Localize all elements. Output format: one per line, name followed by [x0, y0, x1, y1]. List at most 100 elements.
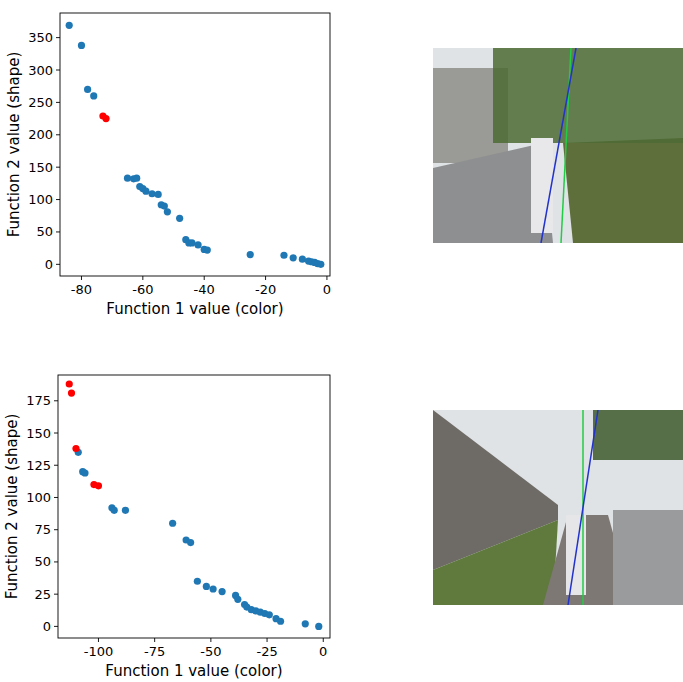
y-tick [56, 102, 60, 103]
x-tick [267, 638, 268, 642]
y-tick [56, 37, 60, 38]
person [531, 138, 553, 233]
y-tick [56, 231, 60, 232]
y-tick [54, 433, 58, 434]
point [187, 539, 194, 546]
x-tick [81, 276, 82, 280]
point [194, 578, 201, 585]
figure: -80 -60 -40 -20 0 0 50 100 150 200 250 300 350 Functi… [0, 0, 683, 682]
y-tick [54, 529, 58, 530]
point [148, 190, 155, 197]
point [247, 251, 254, 258]
point [81, 469, 88, 476]
y-tick-label: 250 [28, 95, 53, 110]
point [164, 208, 171, 215]
point [317, 261, 324, 268]
y-tick [54, 561, 58, 562]
y-tick-label: 300 [28, 63, 53, 78]
x-tick [142, 276, 143, 280]
x-tick [210, 638, 211, 642]
point [299, 256, 306, 263]
y-tick-label: 200 [28, 127, 53, 142]
scatter-panel: -80-60-40-200050100150200250300350Functi… [5, 13, 331, 318]
x-axis-title: Function 1 value (color) [106, 300, 283, 318]
point [122, 507, 129, 514]
point [90, 92, 97, 99]
y-tick [54, 594, 58, 595]
point [155, 191, 162, 198]
x-tick-label: -100 [84, 644, 114, 659]
y-axis-title: Function 2 value (shape) [3, 414, 21, 600]
y-tick-label: 50 [34, 554, 51, 569]
point [133, 175, 140, 182]
y-tick-label: 75 [34, 522, 51, 537]
y-tick [56, 134, 60, 135]
x-tick-label: -60 [132, 282, 153, 297]
point [84, 86, 91, 93]
y-tick-label: 175 [26, 393, 51, 408]
photo-content [433, 48, 683, 243]
point [95, 482, 102, 489]
x-tick [265, 276, 266, 280]
scatter-panel: -100-75-50-2500255075100125150175Functio… [3, 375, 330, 680]
point [290, 254, 297, 261]
x-tick-label: -25 [256, 644, 277, 659]
y-tick-label: 150 [26, 426, 51, 441]
points [66, 22, 325, 268]
y-tick-label: 0 [43, 619, 51, 634]
point [302, 620, 309, 627]
green-line [561, 48, 571, 243]
y-tick-label: 50 [36, 224, 53, 239]
y-tick [56, 70, 60, 71]
x-tick-label: -20 [255, 282, 276, 297]
point [315, 623, 322, 630]
x-tick-label: 0 [319, 644, 327, 659]
x-tick-label: 0 [323, 282, 331, 297]
point [234, 596, 241, 603]
grass [563, 138, 683, 243]
y-tick-label: 0 [45, 257, 53, 272]
point [124, 175, 131, 182]
point [102, 115, 109, 122]
x-tick [154, 638, 155, 642]
y-tick-label: 350 [28, 30, 53, 45]
plot-frame [60, 13, 330, 276]
photo [433, 410, 683, 605]
blue-line [541, 48, 576, 243]
blue-line [568, 410, 598, 605]
plot-frame [58, 375, 330, 638]
x-tick [98, 638, 99, 642]
point [188, 239, 195, 246]
point [78, 42, 85, 49]
point [142, 188, 149, 195]
road [613, 510, 683, 605]
y-tick [56, 167, 60, 168]
y-tick-label: 100 [28, 192, 53, 207]
trees [493, 48, 683, 143]
x-tick [204, 276, 205, 280]
photo-content [433, 410, 683, 605]
point [111, 507, 118, 514]
x-tick-label: -50 [200, 644, 221, 659]
point [218, 588, 225, 595]
grass [433, 520, 558, 605]
point [194, 241, 201, 248]
x-tick-label: -75 [144, 644, 165, 659]
point [68, 389, 75, 396]
point [66, 22, 73, 29]
point [204, 246, 211, 253]
y-axis-title: Function 2 value (shape) [5, 52, 23, 238]
point [203, 583, 210, 590]
point [280, 252, 287, 259]
y-tick-label: 125 [26, 458, 51, 473]
x-tick-label: -80 [71, 282, 92, 297]
x-tick [323, 638, 324, 642]
photo [433, 48, 683, 243]
point [169, 520, 176, 527]
x-tick-label: -40 [194, 282, 215, 297]
point [277, 618, 284, 625]
point [72, 445, 79, 452]
y-tick [54, 626, 58, 627]
x-tick [326, 276, 327, 280]
point [66, 380, 73, 387]
